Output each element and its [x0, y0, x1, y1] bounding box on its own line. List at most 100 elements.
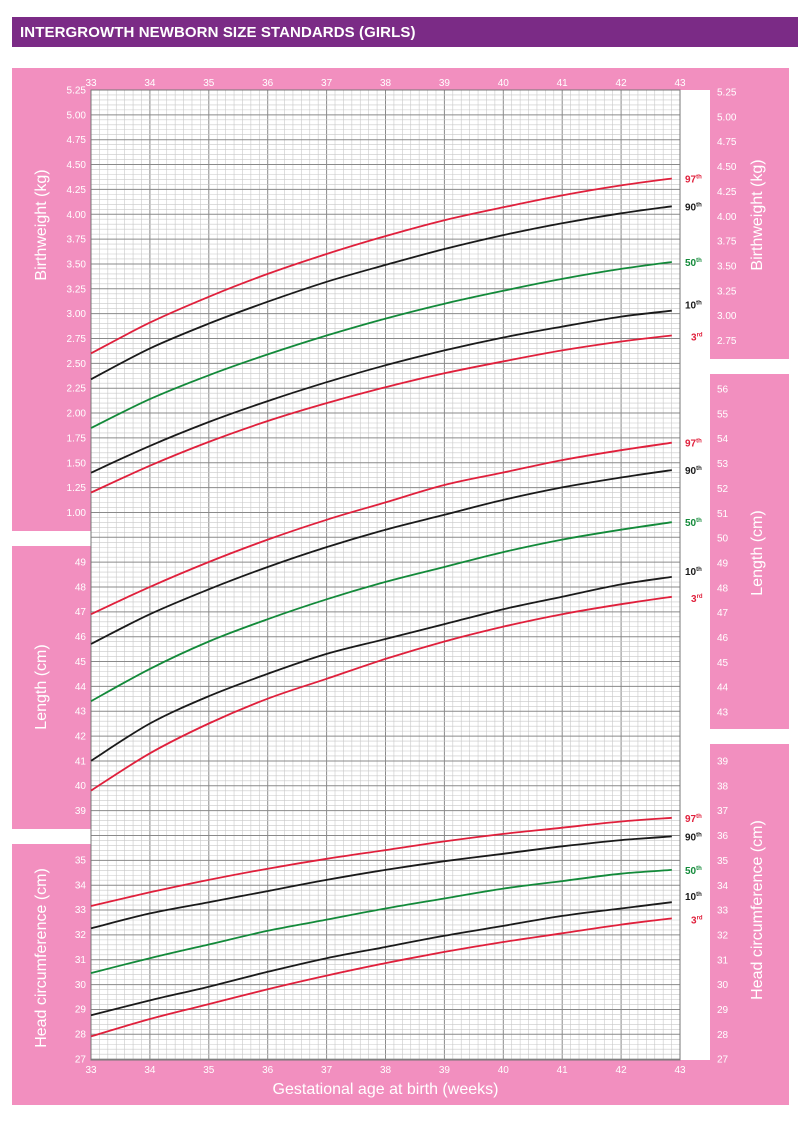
birthweight-ylabel-left: Birthweight (kg) [33, 169, 50, 280]
head-ytick-right-34: 34 [717, 881, 729, 892]
birthweight-ylabel-right: Birthweight (kg) [749, 159, 766, 270]
birthweight-ytick-right-4.75: 4.75 [717, 137, 737, 148]
birthweight-ytick-left-5.00: 5.00 [67, 110, 87, 121]
plot-border [90, 89, 681, 1061]
head-ytick-right-32: 32 [717, 930, 729, 941]
birthweight-ytick-left-1.75: 1.75 [67, 433, 87, 444]
head-ytick-left-34: 34 [75, 880, 87, 891]
length-centile-label-10th: 10th [685, 567, 702, 578]
x-tick-top-41: 41 [557, 78, 569, 89]
x-tick-bottom-43: 43 [674, 1065, 686, 1076]
length-curve-50th [90, 521, 672, 702]
head-curve-90th [90, 835, 672, 930]
birthweight-ytick-right-2.75: 2.75 [717, 336, 737, 347]
birthweight-curve-90th [90, 205, 672, 381]
birthweight-ytick-right-3.25: 3.25 [717, 286, 737, 297]
head-curve-10th [90, 901, 672, 1017]
x-tick-top-33: 33 [85, 78, 97, 89]
head-ytick-left-31: 31 [75, 955, 87, 966]
x-tick-top-39: 39 [439, 78, 451, 89]
head-ytick-right-35: 35 [717, 856, 729, 867]
birthweight-ytick-left-4.25: 4.25 [67, 185, 87, 196]
length-ytick-left-42: 42 [75, 731, 87, 742]
head-centile-label-90th: 90th [685, 832, 702, 843]
head-centile-label-10th: 10th [685, 892, 702, 903]
birthweight-ytick-left-5.25: 5.25 [67, 86, 87, 97]
head-ytick-right-30: 30 [717, 980, 729, 991]
length-ytick-left-47: 47 [75, 607, 87, 618]
length-ytick-left-39: 39 [75, 806, 87, 817]
length-ytick-left-46: 46 [75, 632, 87, 643]
length-curve-90th [90, 469, 672, 645]
head-ytick-right-33: 33 [717, 906, 729, 917]
length-ytick-left-40: 40 [75, 781, 87, 792]
head-ytick-left-33: 33 [75, 905, 87, 916]
birthweight-curve-3rd [90, 334, 672, 494]
length-ytick-right-43: 43 [717, 708, 729, 719]
length-ytick-right-52: 52 [717, 484, 729, 495]
birthweight-ytick-right-5.00: 5.00 [717, 112, 737, 123]
x-tick-bottom-35: 35 [203, 1065, 215, 1076]
head-ytick-left-32: 32 [75, 930, 87, 941]
birthweight-centile-label-10th: 10th [685, 301, 702, 312]
birthweight-ytick-right-3.50: 3.50 [717, 261, 737, 272]
birthweight-ytick-left-1.25: 1.25 [67, 483, 87, 494]
x-tick-top-42: 42 [616, 78, 628, 89]
head-ytick-right-39: 39 [717, 757, 729, 768]
x-tick-top-37: 37 [321, 78, 333, 89]
right-label-strip [680, 90, 710, 1060]
birthweight-ytick-left-4.75: 4.75 [67, 135, 87, 146]
head-curve-50th [90, 869, 672, 974]
head-ytick-left-30: 30 [75, 980, 87, 991]
length-ytick-left-43: 43 [75, 707, 87, 718]
length-ytick-right-45: 45 [717, 658, 729, 669]
head-ylabel-left: Head circumference (cm) [33, 868, 50, 1048]
x-tick-top-36: 36 [262, 78, 274, 89]
x-tick-bottom-34: 34 [144, 1065, 156, 1076]
birthweight-centile-label-3rd: 3rd [691, 333, 703, 344]
head-ytick-right-29: 29 [717, 1005, 729, 1016]
length-ytick-right-55: 55 [717, 409, 729, 420]
length-ytick-right-53: 53 [717, 459, 729, 470]
length-curve-97th [90, 441, 672, 616]
x-tick-bottom-38: 38 [380, 1065, 392, 1076]
length-ytick-right-56: 56 [717, 385, 729, 396]
birthweight-ytick-left-1.50: 1.50 [67, 458, 87, 469]
head-ytick-left-28: 28 [75, 1029, 87, 1040]
head-centile-label-97th: 97th [685, 814, 702, 825]
head-ytick-left-27: 27 [75, 1054, 87, 1065]
right-gap-1 [710, 359, 789, 374]
x-tick-top-35: 35 [203, 78, 215, 89]
head-ylabel-right: Head circumference (cm) [749, 820, 766, 1000]
birthweight-ytick-left-4.50: 4.50 [67, 160, 87, 171]
head-curve-3rd [90, 917, 672, 1038]
head-ytick-right-38: 38 [717, 781, 729, 792]
length-ytick-right-51: 51 [717, 509, 729, 520]
length-curve-10th [90, 576, 672, 762]
birthweight-centile-label-50th: 50th [685, 258, 702, 269]
x-tick-top-40: 40 [498, 78, 510, 89]
head-centile-label-3rd: 3rd [691, 915, 703, 926]
length-centile-label-97th: 97th [685, 439, 702, 450]
length-ytick-right-47: 47 [717, 608, 729, 619]
birthweight-ytick-right-3.00: 3.00 [717, 311, 737, 322]
length-curve-3rd [90, 595, 672, 792]
head-curve-97th [90, 816, 672, 907]
length-ytick-right-46: 46 [717, 633, 729, 644]
birthweight-ytick-right-4.25: 4.25 [717, 187, 737, 198]
length-centile-label-90th: 90th [685, 466, 702, 477]
left-gap-2 [12, 829, 91, 844]
head-ytick-right-28: 28 [717, 1030, 729, 1041]
birthweight-ytick-left-3.25: 3.25 [67, 284, 87, 295]
length-ytick-left-45: 45 [75, 657, 87, 668]
length-ytick-left-41: 41 [75, 756, 87, 767]
x-tick-top-43: 43 [674, 78, 686, 89]
head-ytick-right-31: 31 [717, 955, 729, 966]
birthweight-ytick-left-3.00: 3.00 [67, 309, 87, 320]
length-ytick-right-44: 44 [717, 683, 729, 694]
head-ytick-left-29: 29 [75, 1005, 87, 1016]
birthweight-ytick-right-4.50: 4.50 [717, 162, 737, 173]
birthweight-ytick-left-2.75: 2.75 [67, 334, 87, 345]
length-ytick-left-44: 44 [75, 682, 87, 693]
